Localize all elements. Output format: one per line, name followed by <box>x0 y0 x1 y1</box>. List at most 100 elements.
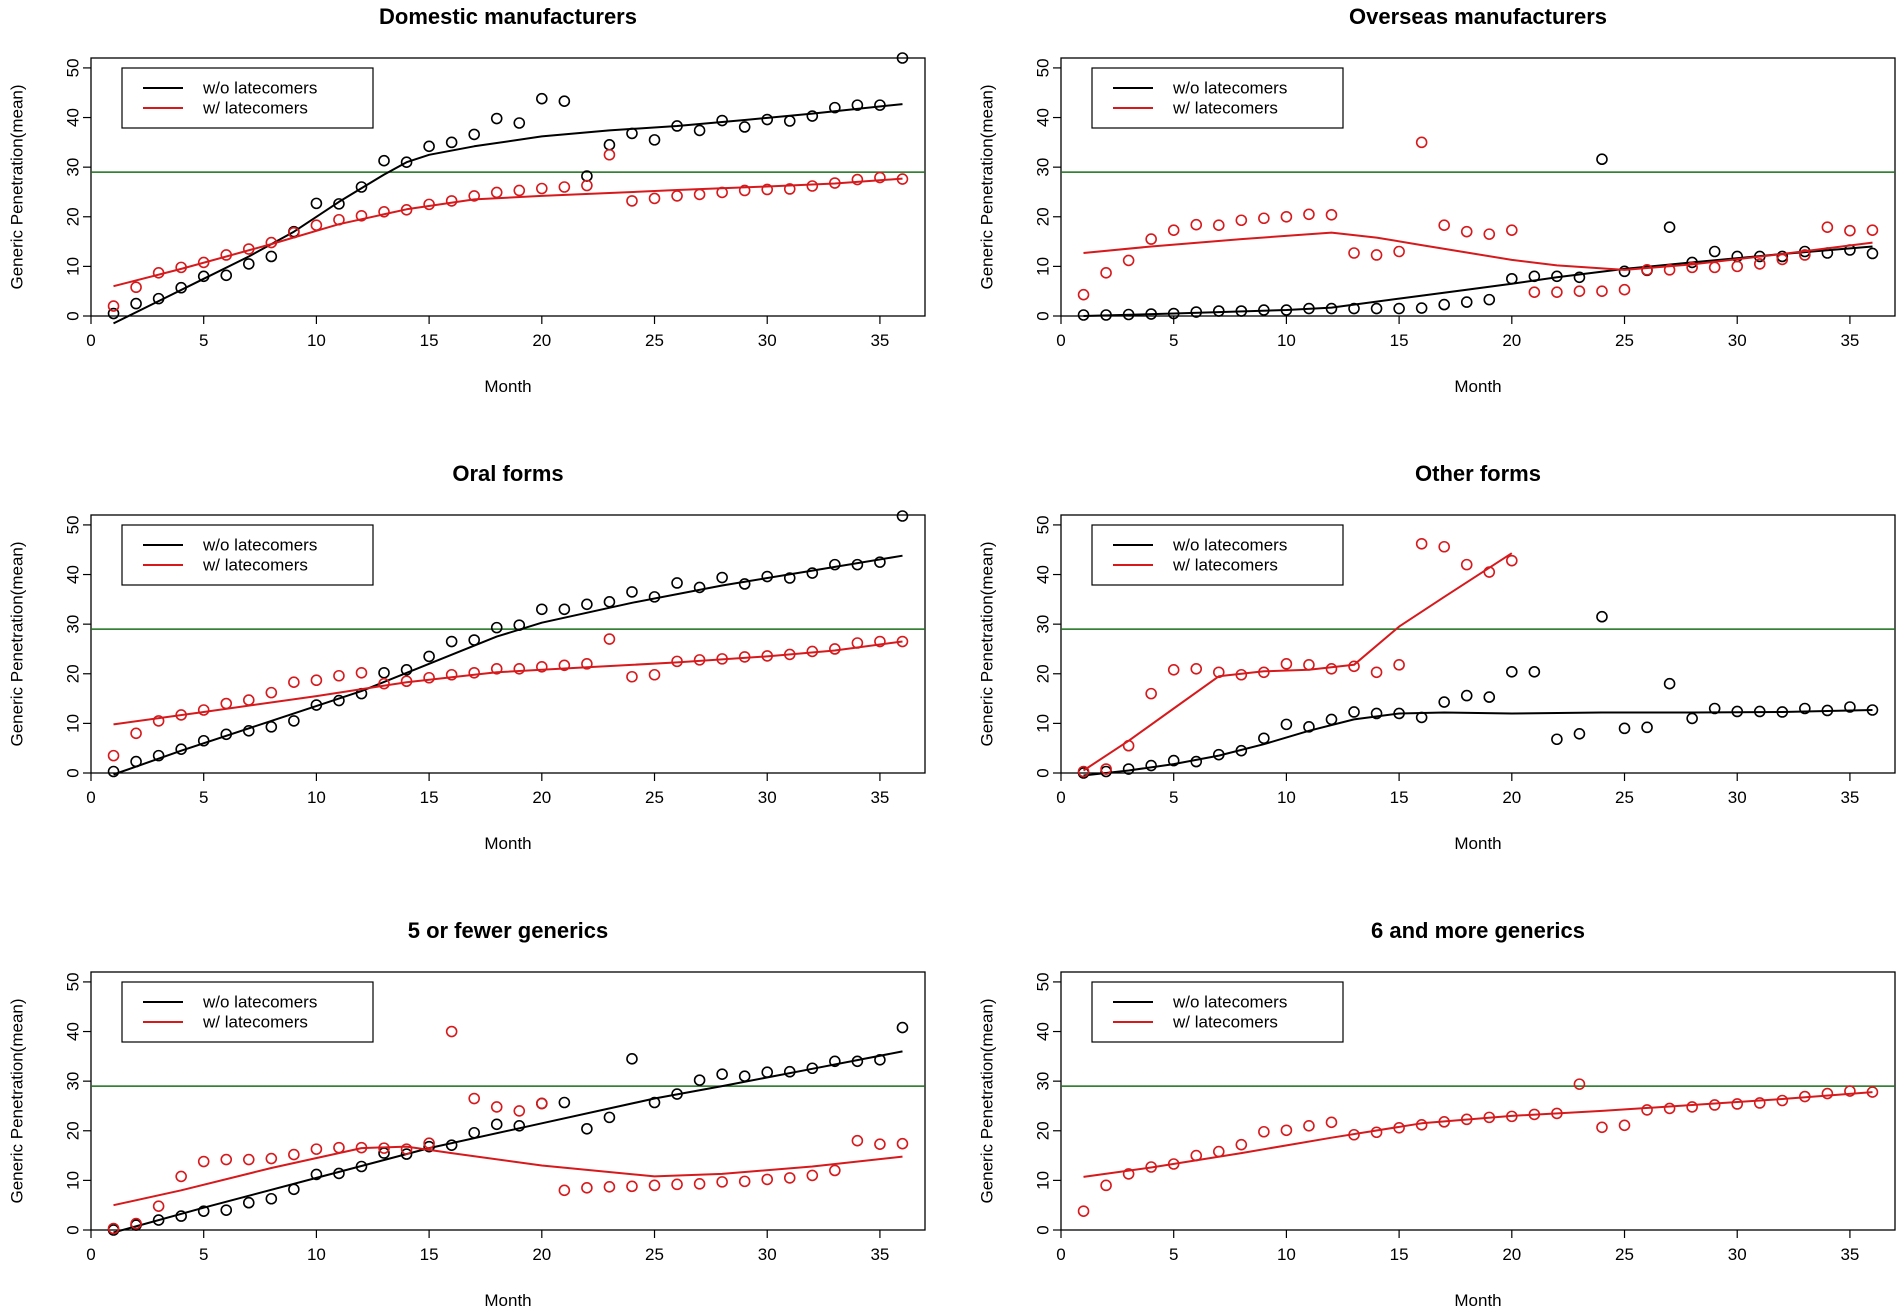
data-point <box>288 676 300 689</box>
x-tick-label: 20 <box>532 788 551 807</box>
data-point <box>333 198 345 210</box>
data-point <box>693 581 706 594</box>
data-point <box>874 635 886 648</box>
data-point <box>1145 759 1157 772</box>
x-tick-label: 20 <box>532 1245 551 1264</box>
data-point <box>1753 258 1766 270</box>
data-point <box>1393 245 1405 258</box>
data-point <box>896 173 909 185</box>
data-point <box>220 697 233 710</box>
data-point <box>738 184 751 197</box>
y-tick-label: 30 <box>1034 158 1053 177</box>
x-axis-label: Month <box>1454 1291 1501 1310</box>
data-point <box>220 1153 233 1166</box>
data-point <box>355 181 368 193</box>
data-point <box>423 1140 435 1153</box>
data-point <box>1370 666 1383 679</box>
data-point <box>310 1168 323 1181</box>
data-point <box>333 694 345 707</box>
data-point <box>130 297 142 310</box>
y-tick-label: 40 <box>1034 108 1053 127</box>
data-point <box>1776 250 1789 263</box>
data-point <box>1348 302 1360 315</box>
chart-title: Oral forms <box>452 461 563 486</box>
legend-box <box>121 67 374 129</box>
data-point <box>1370 1126 1383 1139</box>
data-point <box>152 1214 165 1226</box>
data-point <box>1551 286 1563 298</box>
data-point <box>1844 1085 1856 1097</box>
data-point <box>1438 696 1450 708</box>
y-tick-label: 20 <box>1034 664 1053 683</box>
data-point <box>242 1153 255 1166</box>
data-point <box>783 183 796 195</box>
legend-label: w/ latecomers <box>1172 99 1278 118</box>
data-point <box>468 666 480 679</box>
data-point <box>468 1126 480 1139</box>
data-point <box>1393 1121 1405 1134</box>
data-point <box>107 1222 120 1235</box>
data-point <box>671 120 683 132</box>
x-tick-label: 25 <box>1615 788 1634 807</box>
x-tick-label: 20 <box>1502 1245 1521 1264</box>
data-point <box>1122 763 1135 775</box>
data-point <box>806 1062 819 1075</box>
data-point <box>536 182 548 195</box>
data-point <box>423 140 435 153</box>
data-point <box>1303 302 1315 315</box>
y-axis-label: Generic Penetration(mean) <box>978 541 997 746</box>
y-tick-label: 40 <box>1034 565 1053 584</box>
x-tick-label: 0 <box>86 1245 95 1264</box>
x-tick-label: 30 <box>758 788 777 807</box>
y-tick-label: 20 <box>1034 1121 1053 1140</box>
data-point <box>242 725 255 737</box>
data-point <box>1596 153 1608 166</box>
data-point <box>558 95 571 107</box>
data-point <box>626 586 638 598</box>
data-point <box>1415 302 1428 314</box>
data-point <box>648 1179 661 1192</box>
data-point <box>896 1137 909 1150</box>
data-point <box>1190 1149 1203 1162</box>
data-point <box>175 281 187 294</box>
y-tick-label: 50 <box>64 515 83 534</box>
x-tick-label: 0 <box>1056 788 1065 807</box>
plot-frame <box>1060 57 1896 317</box>
data-point <box>1663 221 1676 233</box>
data-point <box>851 173 864 186</box>
data-point <box>400 663 413 676</box>
y-tick-label: 20 <box>1034 207 1053 226</box>
data-point <box>333 213 345 226</box>
data-point <box>1145 233 1157 245</box>
x-tick-label: 25 <box>645 788 664 807</box>
data-point <box>1212 1145 1225 1158</box>
x-tick-label: 5 <box>199 1245 208 1264</box>
data-point <box>400 675 413 688</box>
chart-panel-5: 6 and more generics 0 5 10 15 20 25 30 35 0 10 20 30… <box>978 918 1896 1310</box>
data-point <box>1483 228 1496 240</box>
data-point <box>197 734 210 747</box>
data-point <box>671 577 683 589</box>
data-point <box>130 755 142 768</box>
data-point <box>130 727 142 740</box>
data-point <box>851 1055 864 1068</box>
data-point <box>648 1096 661 1109</box>
data-point <box>536 603 548 616</box>
data-point <box>874 99 886 111</box>
y-tick-label: 50 <box>64 972 83 991</box>
y-axis-label: Generic Penetration(mean) <box>978 84 997 289</box>
data-point <box>851 637 864 649</box>
data-point <box>1460 296 1473 308</box>
data-point <box>558 603 571 616</box>
data-point <box>738 121 751 133</box>
x-axis-label: Month <box>484 834 531 853</box>
data-point <box>558 181 571 193</box>
chart-title: 6 and more generics <box>1371 918 1585 943</box>
data-point <box>310 219 323 232</box>
data-point <box>851 558 864 571</box>
data-point <box>603 1111 616 1124</box>
data-point <box>806 180 819 192</box>
data-point <box>1483 293 1496 306</box>
data-point <box>1708 261 1721 274</box>
data-point <box>626 670 638 683</box>
